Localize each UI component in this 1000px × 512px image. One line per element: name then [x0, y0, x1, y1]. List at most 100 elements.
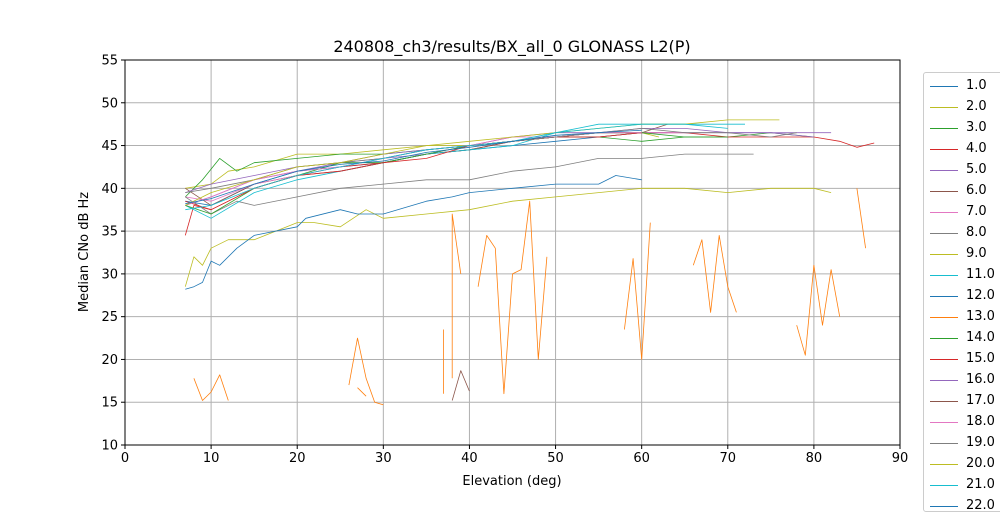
series-line-13.0 — [856, 188, 866, 249]
series-line-4.0 — [184, 132, 875, 236]
x-tick-label: 40 — [461, 451, 478, 466]
legend: 1.0 2.0 3.0 4.0 5.0 6.0 7.0 8.0 9.0 11.0 12.0 13.0 1… — [923, 72, 1000, 512]
y-tick-label: 40 — [101, 182, 118, 197]
legend-label: 7.0 — [966, 204, 987, 219]
legend-item: 15.0 — [924, 351, 1000, 367]
legend-swatch — [930, 506, 958, 507]
series-line-11.0 — [185, 123, 745, 219]
legend-item: 2.0 — [924, 99, 1000, 115]
legend-swatch — [930, 149, 958, 150]
legend-item: 20.0 — [924, 456, 1000, 472]
legend-label: 4.0 — [966, 141, 987, 156]
legend-swatch — [930, 380, 958, 381]
series-line-22.0 — [185, 129, 642, 205]
legend-swatch — [930, 107, 958, 108]
legend-item: 11.0 — [924, 267, 1000, 283]
series-line-9.0 — [184, 187, 832, 287]
y-tick-label: 25 — [101, 310, 118, 325]
legend-label: 9.0 — [966, 246, 987, 261]
grid-lines — [124, 59, 901, 446]
series-line-18.0 — [185, 132, 642, 206]
legend-item: 17.0 — [924, 393, 1000, 409]
legend-label: 22.0 — [966, 498, 995, 512]
series-line-21.0 — [185, 123, 728, 211]
series-line-13.0 — [477, 200, 548, 395]
x-tick-label: 50 — [547, 451, 564, 466]
legend-item: 4.0 — [924, 141, 1000, 157]
legend-swatch — [930, 254, 958, 255]
legend-swatch — [930, 422, 958, 423]
legend-swatch — [930, 233, 958, 234]
legend-item: 8.0 — [924, 225, 1000, 241]
legend-swatch — [930, 212, 958, 213]
legend-item: 3.0 — [924, 120, 1000, 136]
legend-item: 18.0 — [924, 414, 1000, 430]
series-line-12.0 — [185, 175, 642, 290]
legend-label: 20.0 — [966, 456, 995, 471]
x-axis-ticks: 0 10 20 30 40 50 60 70 80 90 — [121, 445, 908, 466]
x-tick-label: 90 — [892, 451, 909, 466]
legend-item: 22.0 — [924, 498, 1000, 512]
series-lines — [184, 119, 875, 406]
series-line-20.0 — [185, 119, 780, 206]
legend-item: 13.0 — [924, 309, 1000, 325]
series-line-13.0 — [193, 374, 229, 401]
legend-label: 15.0 — [966, 351, 995, 366]
legend-swatch — [930, 443, 958, 444]
series-line-17.0 — [451, 370, 470, 401]
series-line-8.0 — [185, 153, 754, 215]
legend-item: 21.0 — [924, 477, 1000, 493]
x-axis-label: Elevation (deg) — [462, 474, 561, 489]
legend-item: 5.0 — [924, 162, 1000, 178]
y-tick-label: 20 — [101, 353, 118, 368]
legend-label: 11.0 — [966, 267, 995, 282]
legend-label: 19.0 — [966, 435, 995, 450]
y-tick-label: 15 — [101, 396, 118, 411]
legend-label: 1.0 — [966, 78, 987, 93]
series-line-13.0 — [796, 264, 841, 356]
x-tick-label: 30 — [375, 451, 392, 466]
chart-canvas: 240808_ch3/results/BX_all_0 GLONASS L2(P… — [77, 37, 908, 489]
legend-label: 6.0 — [966, 183, 987, 198]
legend-label: 14.0 — [966, 330, 995, 345]
series-line-13.0 — [451, 213, 462, 379]
legend-label: 12.0 — [966, 288, 995, 303]
y-tick-label: 30 — [101, 267, 118, 282]
x-tick-label: 70 — [720, 451, 737, 466]
legend-item: 7.0 — [924, 204, 1000, 220]
legend-swatch — [930, 401, 958, 402]
legend-item: 19.0 — [924, 435, 1000, 451]
x-tick-label: 10 — [203, 451, 220, 466]
x-tick-label: 0 — [121, 451, 129, 466]
legend-swatch — [930, 464, 958, 465]
series-line-13.0 — [357, 387, 367, 397]
y-tick-label: 10 — [101, 439, 118, 454]
legend-item: 9.0 — [924, 246, 1000, 262]
series-line-15.0 — [185, 132, 642, 211]
legend-label: 13.0 — [966, 309, 995, 324]
legend-item: 1.0 — [924, 78, 1000, 94]
series-line-13.0 — [624, 222, 651, 360]
legend-swatch — [930, 191, 958, 192]
legend-swatch — [930, 485, 958, 486]
legend-swatch — [930, 275, 958, 276]
legend-item: 12.0 — [924, 288, 1000, 304]
y-axis-label: Median CNo dB Hz — [77, 192, 92, 312]
series-line-13.0 — [692, 234, 737, 313]
legend-label: 2.0 — [966, 99, 987, 114]
chart-title: 240808_ch3/results/BX_all_0 GLONASS L2(P… — [333, 37, 690, 57]
x-tick-label: 60 — [633, 451, 650, 466]
legend-label: 16.0 — [966, 372, 995, 387]
legend-swatch — [930, 359, 958, 360]
legend-label: 3.0 — [966, 120, 987, 135]
y-tick-label: 35 — [101, 225, 118, 240]
series-line-13.0 — [348, 337, 384, 406]
legend-label: 21.0 — [966, 477, 995, 492]
y-axis-ticks: 10 15 20 25 30 35 40 45 50 55 — [101, 54, 125, 454]
legend-item: 6.0 — [924, 183, 1000, 199]
series-line-1.0 — [185, 132, 668, 206]
x-tick-label: 80 — [806, 451, 823, 466]
legend-swatch — [930, 86, 958, 87]
legend-swatch — [930, 338, 958, 339]
legend-item: 16.0 — [924, 372, 1000, 388]
